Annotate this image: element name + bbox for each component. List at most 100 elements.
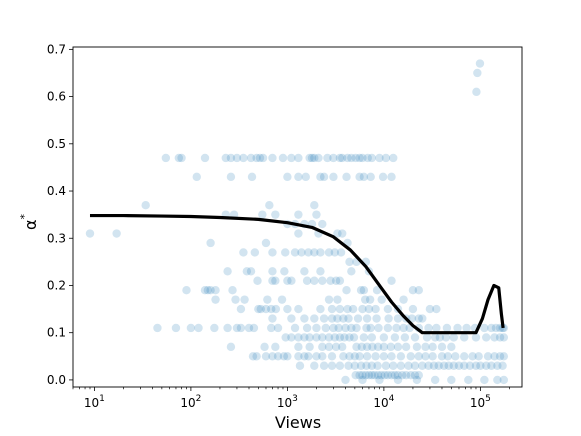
y-tick-label: 0.0 [47, 373, 66, 387]
y-axis-title-superscript: * [18, 213, 31, 219]
data-point [367, 153, 377, 163]
data-point [379, 352, 389, 361]
data-point [349, 333, 359, 342]
data-point [453, 323, 462, 333]
data-point [471, 333, 481, 342]
data-point [358, 153, 367, 163]
data-point [161, 153, 171, 163]
data-point [414, 370, 423, 380]
data-point [329, 172, 338, 182]
data-point [283, 172, 292, 182]
data-point [401, 370, 411, 380]
data-point [228, 285, 237, 295]
data-point [253, 276, 262, 285]
data-point [244, 323, 254, 333]
data-point [381, 361, 391, 370]
scatter-points [85, 59, 509, 385]
data-point [384, 314, 393, 323]
data-point [351, 153, 360, 163]
data-point [371, 304, 380, 314]
data-point [495, 333, 505, 342]
data-point [471, 361, 481, 370]
data-point [246, 267, 256, 276]
data-point [258, 210, 267, 219]
data-point [387, 370, 396, 380]
data-point [174, 153, 184, 163]
data-point [329, 323, 338, 333]
data-point [447, 375, 456, 385]
x-tick-label: 101 [84, 394, 105, 410]
data-point [295, 361, 305, 370]
data-point [476, 361, 485, 370]
data-point [449, 333, 458, 342]
data-point [495, 352, 505, 361]
data-point [364, 304, 374, 314]
data-point [290, 248, 300, 257]
data-point [373, 342, 383, 352]
data-point [271, 210, 280, 219]
data-point [482, 333, 491, 342]
data-point [362, 323, 371, 333]
data-point [364, 370, 374, 380]
data-point [366, 172, 375, 182]
data-point [377, 370, 386, 380]
x-tick-label: 102 [180, 394, 201, 410]
data-point [239, 248, 248, 257]
data-point [273, 323, 283, 333]
data-point [281, 248, 290, 257]
data-point [358, 304, 367, 314]
data-point [396, 352, 406, 361]
data-point [318, 219, 327, 229]
y-axis-title-symbol: α [21, 219, 40, 230]
data-point [236, 323, 246, 333]
y-axis-title: α* [18, 213, 40, 230]
data-point [302, 276, 312, 285]
data-point [356, 361, 366, 370]
data-point [304, 352, 313, 361]
data-point [383, 370, 393, 380]
data-point [318, 352, 327, 361]
data-point [430, 375, 440, 385]
data-point [468, 352, 477, 361]
data-point [316, 267, 325, 276]
data-point [460, 352, 469, 361]
data-point [460, 333, 469, 342]
y-tick-label: 0.1 [47, 326, 66, 340]
data-point [342, 172, 351, 182]
data-point [321, 323, 330, 333]
data-point [434, 361, 443, 370]
data-point [261, 352, 271, 361]
data-point [465, 361, 475, 370]
data-point [278, 153, 288, 163]
x-tick-label: 105 [470, 394, 491, 410]
data-point [499, 375, 509, 385]
data-point [404, 361, 413, 370]
data-point [239, 153, 248, 163]
data-point [350, 352, 360, 361]
y-tick-label: 0.6 [47, 90, 66, 104]
data-point [283, 352, 292, 361]
data-point [336, 248, 346, 257]
data-point [252, 352, 261, 361]
data-point [304, 248, 313, 257]
data-point [372, 314, 381, 323]
data-point [357, 342, 366, 352]
data-point [271, 342, 280, 352]
data-point [355, 352, 364, 361]
data-point [400, 333, 410, 342]
data-point [353, 314, 363, 323]
data-point [310, 200, 319, 210]
data-point [287, 276, 296, 285]
data-point [370, 370, 379, 380]
data-point [305, 342, 314, 352]
y-tick-label: 0.4 [47, 184, 66, 198]
data-point [333, 295, 342, 304]
data-point [399, 323, 408, 333]
data-point [294, 352, 303, 361]
data-point [268, 352, 277, 361]
data-point [171, 323, 181, 333]
data-point [386, 342, 396, 352]
data-point [316, 172, 325, 182]
data-point [330, 333, 339, 342]
